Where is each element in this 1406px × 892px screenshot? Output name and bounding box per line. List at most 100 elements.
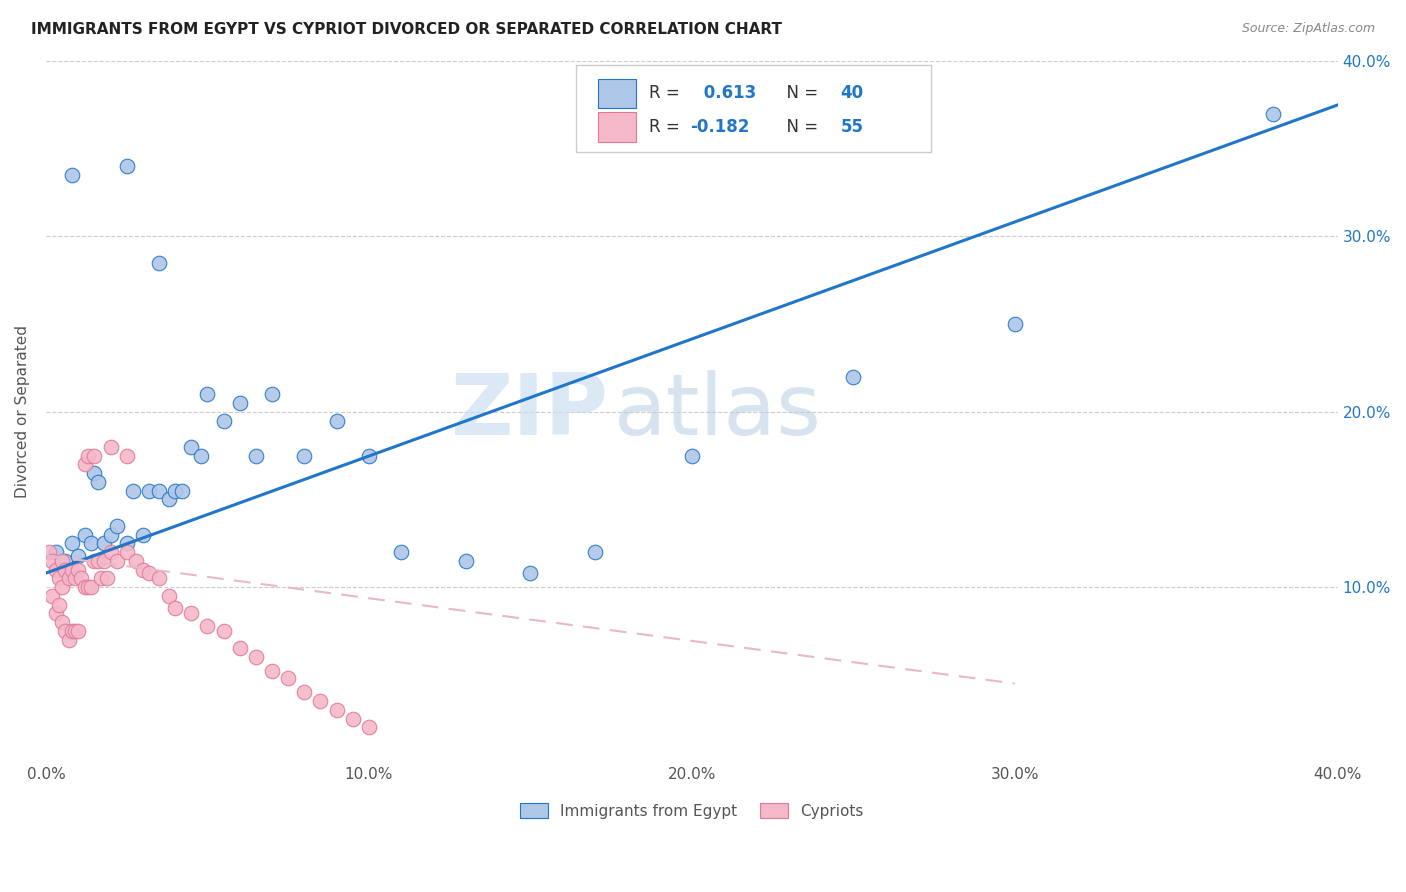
Point bbox=[45, 545, 67, 559]
Text: N =: N = bbox=[776, 118, 823, 136]
Point bbox=[125, 554, 148, 568]
Point bbox=[60, 563, 83, 577]
Point bbox=[100, 440, 122, 454]
Point bbox=[51, 554, 73, 568]
Point bbox=[53, 563, 76, 577]
Point bbox=[292, 449, 315, 463]
Point bbox=[681, 449, 703, 463]
Point bbox=[197, 387, 219, 401]
Point bbox=[325, 413, 347, 427]
Point bbox=[842, 369, 865, 384]
Point bbox=[41, 589, 63, 603]
Point bbox=[93, 554, 115, 568]
Point bbox=[170, 483, 193, 498]
Point bbox=[63, 624, 86, 638]
Point bbox=[70, 571, 93, 585]
Point bbox=[100, 545, 122, 559]
Point bbox=[38, 545, 60, 559]
Point bbox=[58, 632, 80, 647]
Point bbox=[48, 571, 70, 585]
Point bbox=[357, 449, 380, 463]
Point bbox=[73, 580, 96, 594]
Point bbox=[105, 554, 128, 568]
Point bbox=[77, 580, 100, 594]
Point bbox=[157, 589, 180, 603]
Text: atlas: atlas bbox=[614, 370, 823, 453]
Point bbox=[1261, 107, 1284, 121]
Point bbox=[86, 554, 108, 568]
Point bbox=[357, 720, 380, 734]
Text: N =: N = bbox=[776, 85, 823, 103]
Point bbox=[60, 536, 83, 550]
Point bbox=[67, 563, 90, 577]
Point bbox=[277, 671, 299, 685]
Text: ZIP: ZIP bbox=[450, 370, 607, 453]
FancyBboxPatch shape bbox=[575, 64, 931, 153]
Point bbox=[45, 607, 67, 621]
Point bbox=[51, 615, 73, 630]
Point bbox=[60, 624, 83, 638]
Point bbox=[165, 483, 187, 498]
Point bbox=[292, 685, 315, 699]
Point bbox=[115, 159, 138, 173]
Point bbox=[325, 703, 347, 717]
Point bbox=[132, 527, 155, 541]
Text: 40: 40 bbox=[841, 85, 863, 103]
Point bbox=[90, 571, 112, 585]
Point bbox=[60, 168, 83, 182]
Point bbox=[41, 554, 63, 568]
Point bbox=[80, 580, 103, 594]
Point bbox=[519, 566, 541, 580]
Point bbox=[45, 563, 67, 577]
Text: -0.182: -0.182 bbox=[690, 118, 749, 136]
Point bbox=[309, 694, 332, 708]
Point bbox=[228, 641, 250, 656]
Point bbox=[115, 545, 138, 559]
Legend: Immigrants from Egypt, Cypriots: Immigrants from Egypt, Cypriots bbox=[515, 797, 869, 825]
Point bbox=[1004, 317, 1026, 331]
Text: IMMIGRANTS FROM EGYPT VS CYPRIOT DIVORCED OR SEPARATED CORRELATION CHART: IMMIGRANTS FROM EGYPT VS CYPRIOT DIVORCE… bbox=[31, 22, 782, 37]
Point bbox=[389, 545, 412, 559]
Point bbox=[228, 396, 250, 410]
Point bbox=[105, 518, 128, 533]
Point bbox=[197, 618, 219, 632]
Point bbox=[51, 580, 73, 594]
Point bbox=[67, 549, 90, 563]
Text: R =: R = bbox=[650, 118, 685, 136]
Point bbox=[342, 712, 364, 726]
Point bbox=[165, 601, 187, 615]
Point bbox=[138, 566, 160, 580]
Point bbox=[83, 449, 105, 463]
Point bbox=[245, 650, 267, 665]
Point bbox=[148, 256, 170, 270]
Point bbox=[73, 458, 96, 472]
Point bbox=[48, 598, 70, 612]
Point bbox=[53, 554, 76, 568]
Point bbox=[115, 536, 138, 550]
Point bbox=[100, 527, 122, 541]
Text: Source: ZipAtlas.com: Source: ZipAtlas.com bbox=[1241, 22, 1375, 36]
Point bbox=[260, 665, 283, 679]
Point bbox=[63, 571, 86, 585]
Point bbox=[454, 554, 477, 568]
Text: 0.613: 0.613 bbox=[699, 85, 756, 103]
Point bbox=[93, 536, 115, 550]
Point bbox=[96, 571, 118, 585]
Point bbox=[77, 449, 100, 463]
Point bbox=[212, 413, 235, 427]
Point bbox=[115, 449, 138, 463]
FancyBboxPatch shape bbox=[598, 78, 637, 108]
Point bbox=[58, 571, 80, 585]
Point bbox=[138, 483, 160, 498]
Point bbox=[67, 624, 90, 638]
Point bbox=[73, 527, 96, 541]
Point bbox=[83, 466, 105, 480]
Point bbox=[180, 607, 202, 621]
Point bbox=[180, 440, 202, 454]
Point bbox=[132, 563, 155, 577]
Point bbox=[148, 571, 170, 585]
Point bbox=[245, 449, 267, 463]
Point bbox=[583, 545, 606, 559]
Point bbox=[190, 449, 212, 463]
FancyBboxPatch shape bbox=[598, 112, 637, 142]
